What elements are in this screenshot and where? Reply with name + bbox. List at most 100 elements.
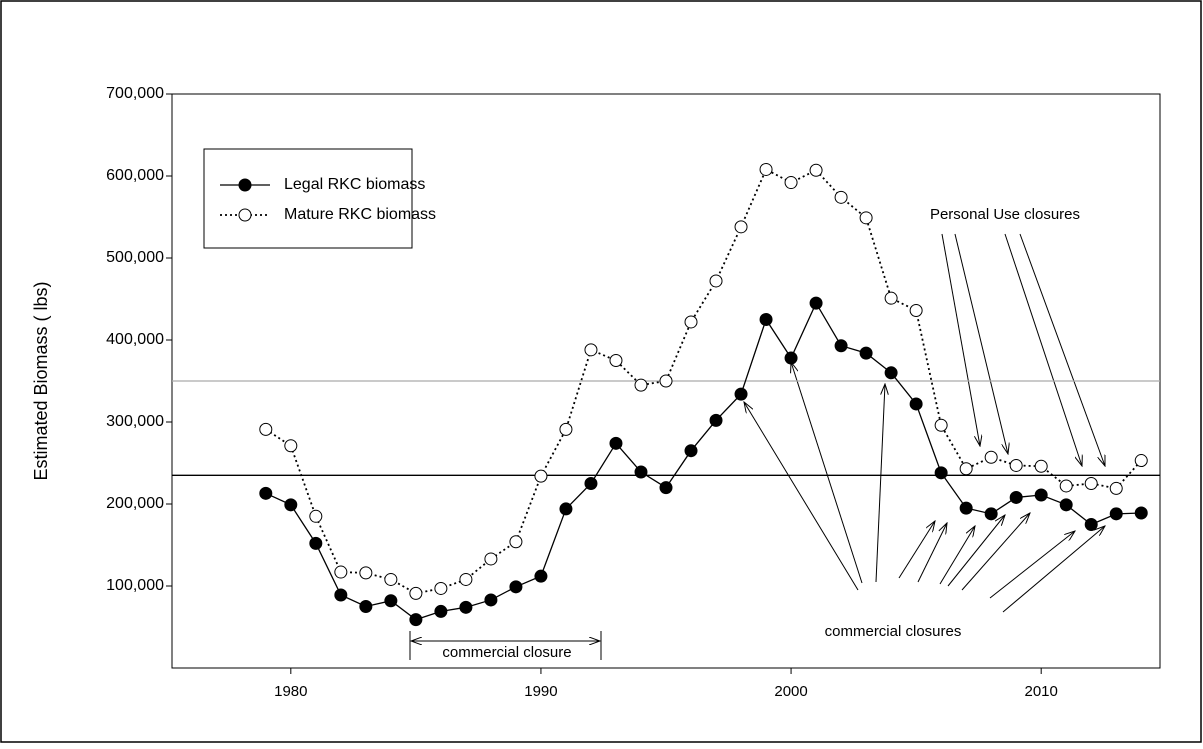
point [984, 450, 998, 464]
point [909, 397, 923, 411]
point [1059, 498, 1073, 512]
point [409, 586, 423, 600]
point [1134, 454, 1148, 468]
point [1059, 479, 1073, 493]
legend-marker [238, 178, 252, 192]
point [909, 303, 923, 317]
annotation: commercial closures [825, 623, 962, 640]
legend-box [203, 148, 413, 249]
y-tick-label: 600,000 [106, 167, 164, 184]
point [734, 220, 748, 234]
point [534, 469, 548, 483]
point [609, 436, 623, 450]
point [434, 581, 448, 595]
point [309, 536, 323, 550]
point [834, 190, 848, 204]
point [284, 439, 298, 453]
arrow [875, 384, 885, 583]
point [459, 600, 473, 614]
point [609, 354, 623, 367]
point [1034, 459, 1048, 473]
point [434, 604, 448, 618]
legend-label: Mature RKC biomass [284, 206, 436, 223]
point [1009, 458, 1023, 472]
point [509, 580, 523, 594]
point [459, 572, 473, 586]
point [809, 163, 823, 177]
point [1109, 507, 1123, 521]
x-tick-label: 1980 [274, 683, 307, 700]
point [759, 162, 773, 176]
legend-marker [238, 208, 252, 222]
arrow [954, 233, 1008, 454]
arrow [941, 233, 980, 446]
arrow [1019, 233, 1105, 466]
point [359, 600, 373, 613]
point [384, 572, 398, 586]
point [884, 291, 898, 305]
point [959, 501, 973, 515]
point [559, 502, 573, 516]
point [584, 343, 598, 357]
arrow [1002, 526, 1105, 613]
point [284, 498, 298, 512]
point [659, 481, 673, 495]
point [509, 535, 523, 549]
point [834, 339, 848, 353]
point [334, 565, 348, 579]
point [1084, 518, 1098, 531]
y-axis-label: Estimated Biomass ( lbs) [31, 281, 51, 480]
point [359, 566, 373, 580]
point [809, 296, 823, 310]
arrow [791, 362, 863, 584]
arrow [898, 521, 935, 579]
point [484, 552, 498, 566]
point [484, 593, 498, 607]
y-tick-label: 300,000 [106, 413, 164, 430]
point [684, 315, 698, 329]
legend-label: Legal RKC biomass [284, 176, 425, 193]
point [559, 422, 573, 436]
point [884, 366, 898, 380]
y-tick-label: 200,000 [106, 495, 164, 512]
point [1084, 477, 1098, 490]
arrow [744, 402, 859, 591]
annotation: commercial closure [442, 644, 571, 661]
point [1109, 481, 1123, 495]
arrow [947, 515, 1005, 587]
point [784, 351, 798, 365]
point [584, 477, 598, 490]
x-tick-label: 2000 [774, 683, 807, 700]
y-tick-label: 100,000 [106, 577, 164, 594]
point [709, 413, 723, 427]
point [859, 346, 873, 360]
point [334, 588, 348, 602]
point [759, 313, 773, 326]
arrow [939, 526, 975, 585]
arrows [409, 233, 1105, 660]
x-tick-label: 2010 [1025, 683, 1058, 700]
arrow [989, 531, 1075, 599]
annotation: Personal Use closures [930, 206, 1080, 223]
point [734, 387, 748, 401]
point [409, 613, 423, 627]
point [959, 462, 973, 476]
arrow [961, 513, 1030, 591]
y-tick-label: 700,000 [106, 85, 164, 102]
point [634, 465, 648, 479]
point [984, 507, 998, 521]
point [259, 422, 273, 436]
point [934, 418, 948, 432]
point [934, 466, 948, 480]
point [709, 274, 723, 288]
point [859, 211, 873, 225]
point [659, 374, 673, 388]
y-tick-label: 500,000 [106, 249, 164, 266]
legend: Legal RKC biomass Mature RKC biomass [203, 148, 436, 249]
series-line [265, 301, 1142, 621]
point [1134, 506, 1148, 520]
point [384, 594, 398, 608]
arrow [1004, 233, 1082, 466]
